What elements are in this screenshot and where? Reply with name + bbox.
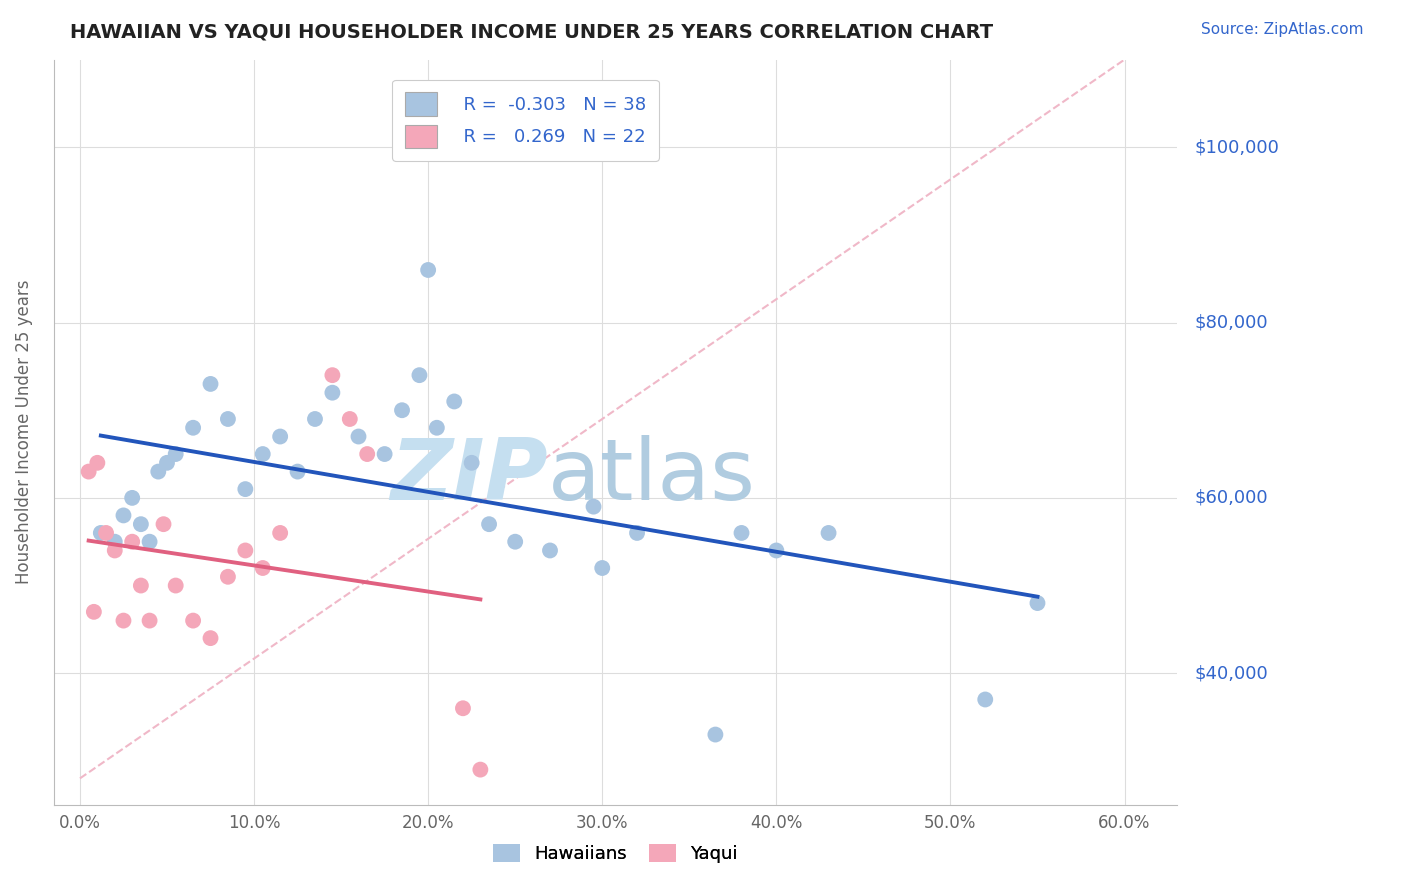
Point (121, 534, 143, 549)
Point (233, 482, 256, 496)
Point (156, 456, 179, 470)
Point (418, 263, 440, 277)
Point (200, 631, 222, 645)
Point (704, 727, 727, 741)
Point (104, 543, 127, 558)
Point (974, 692, 997, 706)
Point (129, 517, 152, 532)
Point (426, 421, 449, 435)
Point (121, 491, 143, 505)
Point (90, 525, 112, 540)
Point (112, 508, 135, 523)
Point (217, 570, 239, 584)
Point (138, 614, 160, 628)
Point (339, 412, 361, 426)
Point (165, 447, 187, 461)
Point (165, 578, 187, 592)
Point (200, 376, 222, 391)
Point (94, 525, 117, 540)
Point (408, 368, 430, 383)
Point (591, 561, 613, 575)
Point (269, 525, 291, 540)
Point (321, 385, 343, 400)
Point (86, 456, 108, 470)
Point (470, 763, 492, 777)
Text: Source: ZipAtlas.com: Source: ZipAtlas.com (1201, 22, 1364, 37)
Point (347, 429, 370, 443)
Point (252, 447, 274, 461)
Point (374, 447, 396, 461)
Point (817, 525, 839, 540)
Point (765, 543, 787, 558)
Y-axis label: Householder Income Under 25 years: Householder Income Under 25 years (15, 280, 32, 584)
Point (538, 543, 561, 558)
Text: $60,000: $60,000 (1194, 489, 1268, 507)
Point (181, 421, 204, 435)
Point (321, 368, 343, 383)
Text: HAWAIIAN VS YAQUI HOUSEHOLDER INCOME UNDER 25 YEARS CORRELATION CHART: HAWAIIAN VS YAQUI HOUSEHOLDER INCOME UND… (70, 22, 994, 41)
Point (451, 701, 474, 715)
Point (148, 465, 170, 479)
Text: ZIP: ZIP (391, 435, 548, 518)
Point (478, 517, 501, 532)
Point (217, 412, 239, 426)
Point (112, 614, 135, 628)
Text: atlas: atlas (548, 435, 756, 518)
Point (287, 465, 309, 479)
Point (582, 500, 605, 514)
Legend: Hawaiians, Yaqui: Hawaiians, Yaqui (485, 837, 745, 871)
Point (391, 403, 413, 417)
Point (443, 394, 465, 409)
Point (138, 534, 160, 549)
Point (730, 525, 752, 540)
Point (626, 525, 648, 540)
Point (252, 561, 274, 575)
Point (1026, 596, 1049, 610)
Point (233, 543, 256, 558)
Point (503, 534, 526, 549)
Point (269, 429, 291, 443)
Point (304, 412, 326, 426)
Point (129, 578, 152, 592)
Text: $100,000: $100,000 (1194, 138, 1279, 156)
Text: $40,000: $40,000 (1194, 665, 1268, 682)
Point (83, 605, 105, 619)
Point (181, 614, 204, 628)
Point (356, 447, 378, 461)
Point (104, 534, 127, 549)
Point (77, 465, 100, 479)
Text: $80,000: $80,000 (1194, 314, 1268, 332)
Point (152, 517, 174, 532)
Point (460, 456, 482, 470)
